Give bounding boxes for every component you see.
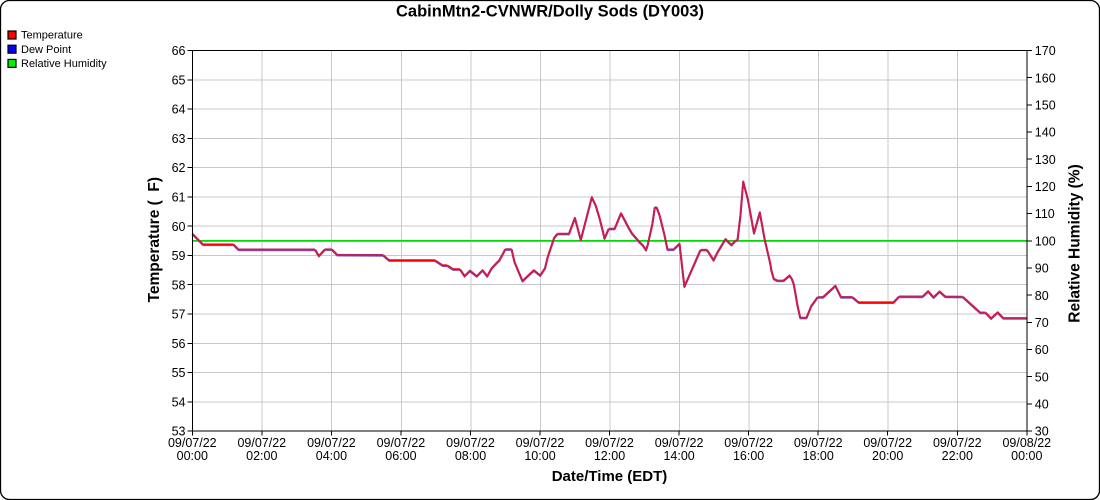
svg-text:09/07/22: 09/07/22 bbox=[585, 436, 634, 450]
svg-text:04:00: 04:00 bbox=[316, 449, 347, 463]
svg-text:Relative Humidity (%): Relative Humidity (%) bbox=[1067, 164, 1084, 322]
svg-text:53: 53 bbox=[172, 425, 186, 439]
svg-text:60: 60 bbox=[172, 220, 186, 234]
svg-text:100: 100 bbox=[1035, 234, 1056, 248]
svg-text:130: 130 bbox=[1035, 153, 1056, 167]
svg-text:06:00: 06:00 bbox=[385, 449, 416, 463]
svg-text:09/07/22: 09/07/22 bbox=[863, 436, 912, 450]
svg-text:16:00: 16:00 bbox=[733, 449, 764, 463]
svg-text:66: 66 bbox=[172, 44, 186, 58]
svg-text:Dew Point: Dew Point bbox=[21, 44, 71, 56]
svg-text:62: 62 bbox=[172, 161, 186, 175]
svg-text:09/07/22: 09/07/22 bbox=[237, 436, 286, 450]
svg-text:55: 55 bbox=[172, 366, 186, 380]
svg-text:20:00: 20:00 bbox=[872, 449, 903, 463]
svg-text:59: 59 bbox=[172, 249, 186, 263]
svg-text:14:00: 14:00 bbox=[663, 449, 694, 463]
svg-text:Relative Humidity: Relative Humidity bbox=[21, 58, 107, 70]
svg-text:09/07/22: 09/07/22 bbox=[794, 436, 843, 450]
svg-text:10:00: 10:00 bbox=[524, 449, 555, 463]
svg-text:09/07/22: 09/07/22 bbox=[655, 436, 704, 450]
svg-text:Temperature: Temperature bbox=[21, 30, 83, 42]
svg-text:02:00: 02:00 bbox=[246, 449, 277, 463]
svg-text:56: 56 bbox=[172, 337, 186, 351]
svg-text:30: 30 bbox=[1035, 425, 1049, 439]
svg-text:08:00: 08:00 bbox=[455, 449, 486, 463]
svg-text:22:00: 22:00 bbox=[942, 449, 973, 463]
svg-text:09/07/22: 09/07/22 bbox=[168, 436, 217, 450]
svg-text:12:00: 12:00 bbox=[594, 449, 625, 463]
svg-text:57: 57 bbox=[172, 308, 186, 322]
svg-text:61: 61 bbox=[172, 191, 186, 205]
svg-text:40: 40 bbox=[1035, 398, 1049, 412]
svg-text:50: 50 bbox=[1035, 370, 1049, 384]
svg-text:80: 80 bbox=[1035, 289, 1049, 303]
svg-text:58: 58 bbox=[172, 278, 186, 292]
svg-text:110: 110 bbox=[1035, 207, 1055, 221]
svg-text:CabinMtn2-CVNWR/Dolly Sods (DY: CabinMtn2-CVNWR/Dolly Sods (DY003) bbox=[396, 3, 704, 21]
svg-text:90: 90 bbox=[1035, 262, 1049, 276]
svg-text:120: 120 bbox=[1035, 180, 1056, 194]
svg-text:Temperature ( F): Temperature ( F) bbox=[146, 177, 163, 302]
svg-text:00:00: 00:00 bbox=[1011, 449, 1042, 463]
svg-text:150: 150 bbox=[1035, 99, 1056, 113]
svg-text:63: 63 bbox=[172, 132, 186, 146]
svg-text:09/07/22: 09/07/22 bbox=[377, 436, 426, 450]
svg-text:00:00: 00:00 bbox=[177, 449, 208, 463]
svg-text:54: 54 bbox=[172, 395, 186, 409]
svg-text:70: 70 bbox=[1035, 316, 1049, 330]
svg-text:Date/Time (EDT): Date/Time (EDT) bbox=[552, 468, 668, 485]
svg-text:160: 160 bbox=[1035, 71, 1056, 85]
svg-text:170: 170 bbox=[1035, 44, 1056, 58]
svg-text:09/07/22: 09/07/22 bbox=[446, 436, 495, 450]
svg-text:09/07/22: 09/07/22 bbox=[933, 436, 982, 450]
svg-text:64: 64 bbox=[172, 103, 186, 117]
svg-text:60: 60 bbox=[1035, 343, 1049, 357]
svg-text:09/07/22: 09/07/22 bbox=[307, 436, 356, 450]
svg-text:09/07/22: 09/07/22 bbox=[724, 436, 773, 450]
svg-text:09/07/22: 09/07/22 bbox=[516, 436, 565, 450]
svg-text:18:00: 18:00 bbox=[803, 449, 834, 463]
svg-text:65: 65 bbox=[172, 73, 186, 87]
svg-text:140: 140 bbox=[1035, 126, 1056, 140]
svg-text:09/08/22: 09/08/22 bbox=[1002, 436, 1051, 450]
